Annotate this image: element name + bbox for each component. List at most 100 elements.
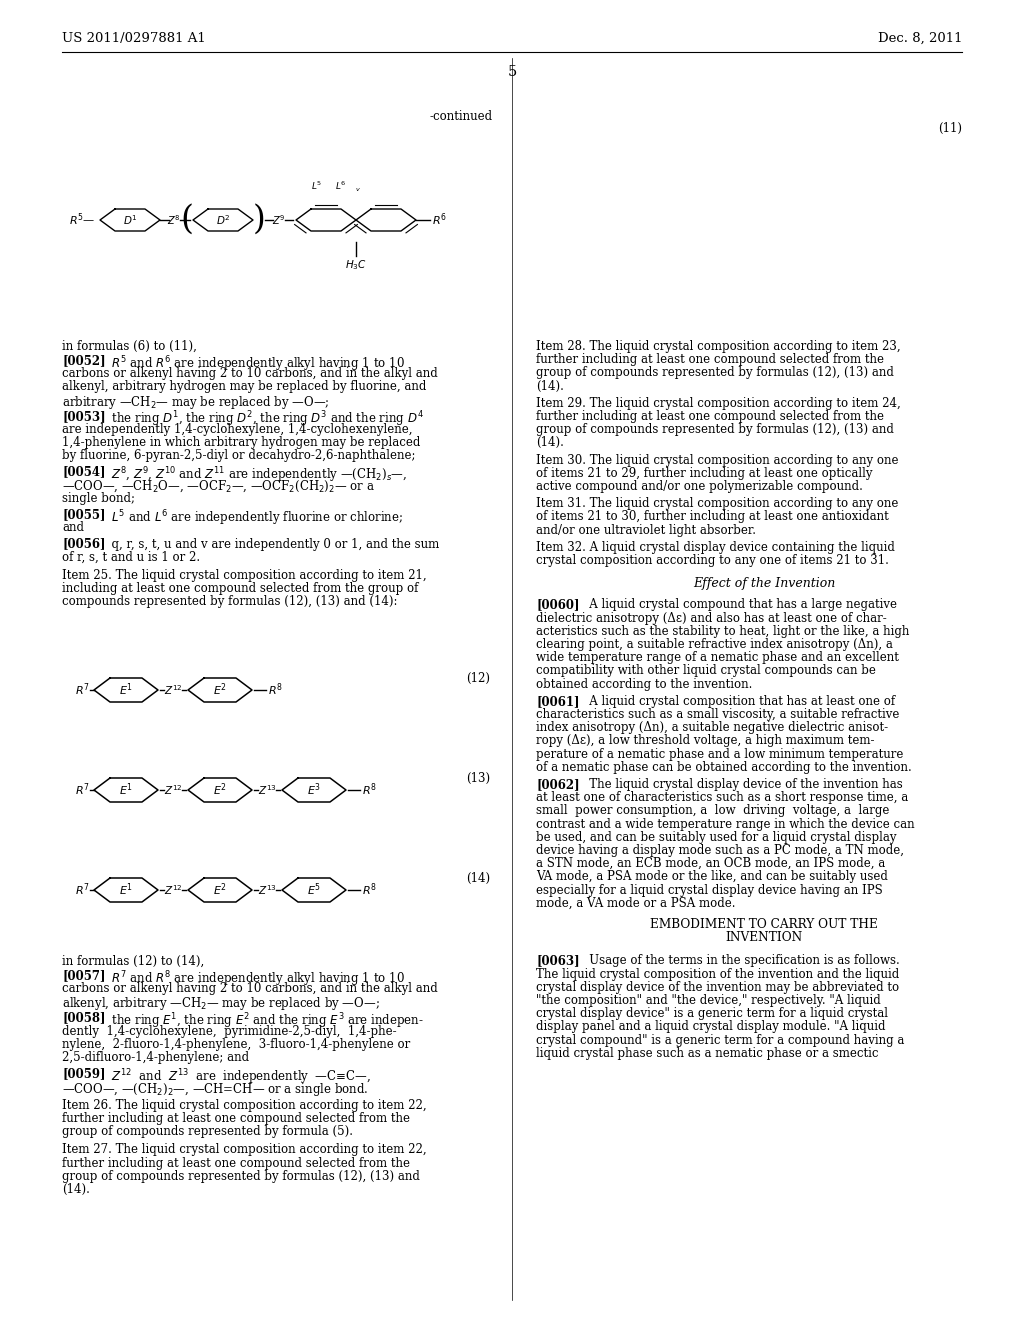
Text: Item 31. The liquid crystal composition according to any one: Item 31. The liquid crystal composition … (536, 498, 898, 511)
Text: be used, and can be suitably used for a liquid crystal display: be used, and can be suitably used for a … (536, 830, 896, 843)
Text: Usage of the terms in the specification is as follows.: Usage of the terms in the specification … (578, 954, 900, 968)
Text: group of compounds represented by formulas (12), (13) and: group of compounds represented by formul… (536, 367, 894, 379)
Text: group of compounds represented by formulas (12), (13) and: group of compounds represented by formul… (62, 1170, 420, 1183)
Text: $R^6$: $R^6$ (432, 211, 446, 228)
Text: (14): (14) (466, 873, 490, 884)
Text: $R^5$—: $R^5$— (69, 211, 95, 228)
Text: dently  1,4-cyclohexylene,  pyrimidine-2,5-diyl,  1,4-phe-: dently 1,4-cyclohexylene, pyrimidine-2,5… (62, 1024, 396, 1038)
Text: [0057]: [0057] (62, 969, 105, 982)
Text: (11): (11) (938, 121, 962, 135)
Text: $E^2$: $E^2$ (213, 781, 227, 799)
Text: $Z^{12}$: $Z^{12}$ (164, 883, 182, 896)
Text: small  power consumption, a  low  driving  voltage, a  large: small power consumption, a low driving v… (536, 804, 890, 817)
Text: Item 28. The liquid crystal composition according to item 23,: Item 28. The liquid crystal composition … (536, 341, 901, 352)
Text: single bond;: single bond; (62, 492, 135, 506)
Text: [0055]: [0055] (62, 508, 105, 521)
Text: Item 29. The liquid crystal composition according to item 24,: Item 29. The liquid crystal composition … (536, 397, 901, 409)
Text: device having a display mode such as a PC mode, a TN mode,: device having a display mode such as a P… (536, 843, 904, 857)
Text: of a nematic phase can be obtained according to the invention.: of a nematic phase can be obtained accor… (536, 760, 911, 774)
Text: including at least one compound selected from the group of: including at least one compound selected… (62, 582, 419, 595)
Text: the ring $D^1$, the ring $D^2$, the ring $D^3$ and the ring $D^4$: the ring $D^1$, the ring $D^2$, the ring… (104, 409, 424, 429)
Text: $E^2$: $E^2$ (213, 681, 227, 698)
Text: mode, a VA mode or a PSA mode.: mode, a VA mode or a PSA mode. (536, 896, 735, 909)
Text: further including at least one compound selected from the: further including at least one compound … (62, 1156, 410, 1170)
Text: $E^3$: $E^3$ (307, 781, 322, 799)
Text: acteristics such as the stability to heat, light or the like, a high: acteristics such as the stability to hea… (536, 624, 909, 638)
Text: $H_3C$: $H_3C$ (345, 257, 367, 272)
Text: carbons or alkenyl having 2 to 10 carbons, and in the alkyl and: carbons or alkenyl having 2 to 10 carbon… (62, 367, 437, 380)
Text: $R^8$: $R^8$ (362, 781, 377, 799)
Text: ): ) (253, 205, 265, 236)
Text: at least one of characteristics such as a short response time, a: at least one of characteristics such as … (536, 791, 908, 804)
Text: 1,4-phenylene in which arbitrary hydrogen may be replaced: 1,4-phenylene in which arbitrary hydroge… (62, 436, 421, 449)
Text: $Z^{13}$: $Z^{13}$ (258, 883, 276, 896)
Text: [0060]: [0060] (536, 598, 580, 611)
Text: (14).: (14). (536, 380, 564, 392)
Text: (13): (13) (466, 772, 490, 785)
Text: further including at least one compound selected from the: further including at least one compound … (536, 354, 884, 366)
Text: carbons or alkenyl having 2 to 10 carbons, and in the alkyl and: carbons or alkenyl having 2 to 10 carbon… (62, 982, 437, 995)
Text: A liquid crystal composition that has at least one of: A liquid crystal composition that has at… (578, 694, 895, 708)
Text: —COO—, —CH$_2$O—, —OCF$_2$—, —OCF$_2$(CH$_2$)$_2$— or a: —COO—, —CH$_2$O—, —OCF$_2$—, —OCF$_2$(CH… (62, 479, 375, 494)
Text: nylene,  2-fluoro-1,4-phenylene,  3-fluoro-1,4-phenylene or: nylene, 2-fluoro-1,4-phenylene, 3-fluoro… (62, 1038, 411, 1051)
Text: "the composition" and "the device," respectively. "A liquid: "the composition" and "the device," resp… (536, 994, 881, 1007)
Text: EMBODIMENT TO CARRY OUT THE: EMBODIMENT TO CARRY OUT THE (650, 917, 878, 931)
Text: INVENTION: INVENTION (725, 931, 803, 944)
Text: Item 32. A liquid crystal display device containing the liquid: Item 32. A liquid crystal display device… (536, 541, 895, 554)
Text: [0058]: [0058] (62, 1011, 105, 1024)
Text: especially for a liquid crystal display device having an IPS: especially for a liquid crystal display … (536, 883, 883, 896)
Text: (: ( (180, 205, 194, 236)
Text: display panel and a liquid crystal display module. "A liquid: display panel and a liquid crystal displ… (536, 1020, 886, 1034)
Text: further including at least one compound selected from the: further including at least one compound … (62, 1111, 410, 1125)
Text: characteristics such as a small viscosity, a suitable refractive: characteristics such as a small viscosit… (536, 708, 899, 721)
Text: $Z^9$: $Z^9$ (272, 213, 286, 227)
Text: of items 21 to 30, further including at least one antioxidant: of items 21 to 30, further including at … (536, 511, 889, 524)
Text: [0056]: [0056] (62, 537, 105, 550)
Text: $Z^{13}$: $Z^{13}$ (258, 783, 276, 797)
Text: 2,5-difluoro-1,4-phenylene; and: 2,5-difluoro-1,4-phenylene; and (62, 1051, 249, 1064)
Text: $R^7$: $R^7$ (75, 882, 90, 899)
Text: $E^2$: $E^2$ (213, 882, 227, 899)
Text: Effect of the Invention: Effect of the Invention (693, 577, 836, 590)
Text: alkenyl, arbitrary —CH$_2$— may be replaced by —O—;: alkenyl, arbitrary —CH$_2$— may be repla… (62, 995, 380, 1012)
Text: contrast and a wide temperature range in which the device can: contrast and a wide temperature range in… (536, 817, 914, 830)
Text: in formulas (12) to (14),: in formulas (12) to (14), (62, 954, 204, 968)
Text: $E^5$: $E^5$ (307, 882, 322, 899)
Text: are independently 1,4-cyclohexylene, 1,4-cyclohexenylene,: are independently 1,4-cyclohexylene, 1,4… (62, 422, 413, 436)
Text: -continued: -continued (430, 110, 494, 123)
Text: Item 30. The liquid crystal composition according to any one: Item 30. The liquid crystal composition … (536, 454, 898, 466)
Text: [0063]: [0063] (536, 954, 580, 968)
Text: A liquid crystal compound that has a large negative: A liquid crystal compound that has a lar… (578, 598, 897, 611)
Text: [0052]: [0052] (62, 354, 105, 367)
Text: $E^1$: $E^1$ (119, 882, 133, 899)
Text: the ring $E^1$, the ring $E^2$ and the ring $E^3$ are indepen-: the ring $E^1$, the ring $E^2$ and the r… (104, 1011, 424, 1031)
Text: $L^5$ and $L^6$ are independently fluorine or chlorine;: $L^5$ and $L^6$ are independently fluori… (104, 508, 403, 528)
Text: group of compounds represented by formula (5).: group of compounds represented by formul… (62, 1125, 353, 1138)
Text: dielectric anisotropy (Δε) and also has at least one of char-: dielectric anisotropy (Δε) and also has … (536, 611, 887, 624)
Text: further including at least one compound selected from the: further including at least one compound … (536, 411, 884, 422)
Text: compatibility with other liquid crystal compounds can be: compatibility with other liquid crystal … (536, 664, 876, 677)
Text: $L^5$: $L^5$ (311, 180, 323, 193)
Text: US 2011/0297881 A1: US 2011/0297881 A1 (62, 32, 206, 45)
Text: obtained according to the invention.: obtained according to the invention. (536, 677, 753, 690)
Text: $L^6$: $L^6$ (335, 180, 347, 193)
Text: $Z^8$, $Z^9$, $Z^{10}$ and $Z^{11}$ are independently —(CH$_2$)$_s$—,: $Z^8$, $Z^9$, $Z^{10}$ and $Z^{11}$ are … (104, 466, 408, 486)
Text: $R^5$ and $R^6$ are independently alkyl having 1 to 10: $R^5$ and $R^6$ are independently alkyl … (104, 354, 404, 374)
Text: $D^1$: $D^1$ (123, 213, 137, 227)
Text: perature of a nematic phase and a low minimum temperature: perature of a nematic phase and a low mi… (536, 747, 903, 760)
Text: (14).: (14). (62, 1183, 90, 1196)
Text: crystal display device of the invention may be abbreviated to: crystal display device of the invention … (536, 981, 899, 994)
Text: [0059]: [0059] (62, 1068, 105, 1080)
Text: (12): (12) (466, 672, 490, 685)
Text: in formulas (6) to (11),: in formulas (6) to (11), (62, 341, 197, 352)
Text: compounds represented by formulas (12), (13) and (14):: compounds represented by formulas (12), … (62, 595, 397, 609)
Text: $R^8$: $R^8$ (362, 882, 377, 899)
Text: Item 26. The liquid crystal composition according to item 22,: Item 26. The liquid crystal composition … (62, 1098, 427, 1111)
Text: [0054]: [0054] (62, 466, 105, 479)
Text: $Z^8$: $Z^8$ (167, 213, 181, 227)
Text: of r, s, t and u is 1 or 2.: of r, s, t and u is 1 or 2. (62, 550, 200, 564)
Text: crystal composition according to any one of items 21 to 31.: crystal composition according to any one… (536, 554, 889, 568)
Text: $Z^{12}$: $Z^{12}$ (164, 684, 182, 697)
Text: [0061]: [0061] (536, 694, 580, 708)
Text: ropy (Δε), a low threshold voltage, a high maximum tem-: ropy (Δε), a low threshold voltage, a hi… (536, 734, 874, 747)
